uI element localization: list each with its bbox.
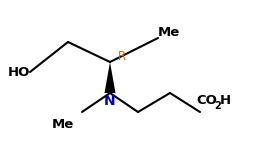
- Text: Me: Me: [52, 118, 74, 131]
- Text: HO: HO: [8, 65, 30, 79]
- Polygon shape: [105, 62, 115, 93]
- Text: H: H: [220, 95, 231, 108]
- Text: 2: 2: [214, 101, 221, 111]
- Text: N: N: [104, 94, 116, 108]
- Text: R: R: [118, 49, 126, 62]
- Text: CO: CO: [196, 95, 217, 108]
- Text: Me: Me: [158, 25, 180, 38]
